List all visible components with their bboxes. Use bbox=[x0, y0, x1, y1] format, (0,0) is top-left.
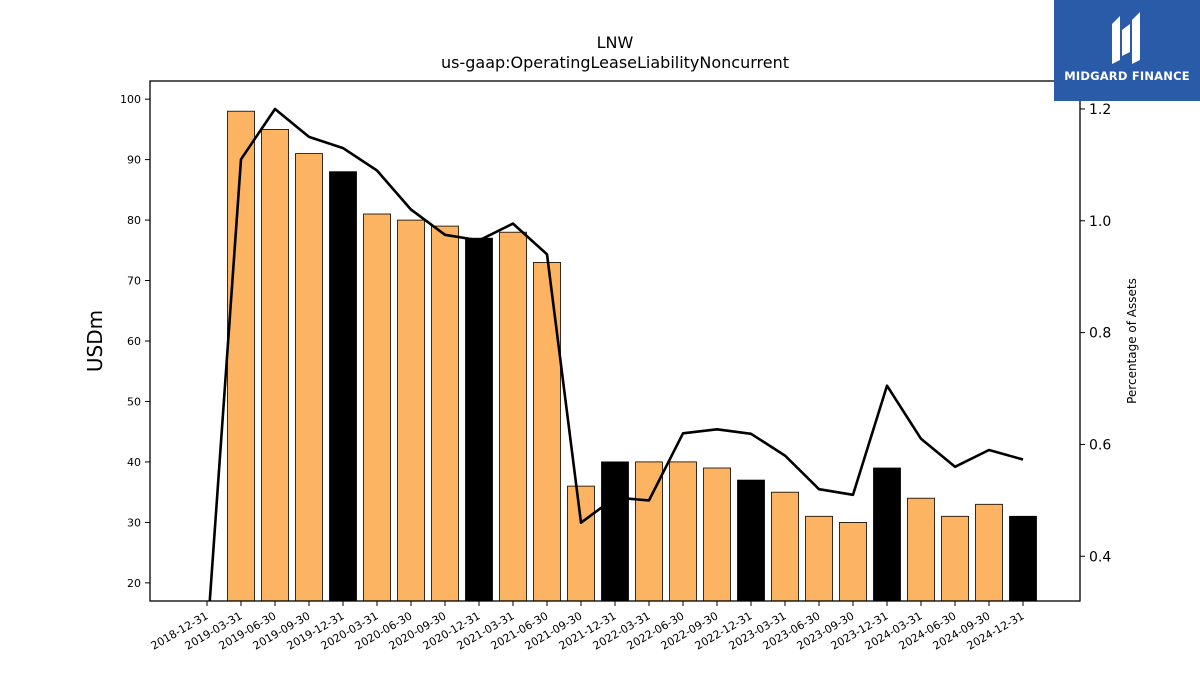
bar-2021-12-31 bbox=[601, 461, 629, 602]
y-axis-label: USDm bbox=[83, 310, 107, 372]
y-tick-label: 20 bbox=[127, 577, 141, 590]
y-tick-label: 50 bbox=[127, 395, 141, 408]
bar-2019-06-30 bbox=[261, 128, 289, 602]
line-layer bbox=[208, 107, 1024, 601]
y2-tick-label: 1.0 bbox=[1089, 214, 1111, 230]
bar-2019-12-31 bbox=[329, 171, 357, 602]
bar-2022-06-30 bbox=[669, 461, 697, 602]
bar-2024-03-31 bbox=[907, 497, 935, 602]
chart-title: LNW bbox=[597, 33, 634, 52]
y-tick-label: 80 bbox=[127, 214, 141, 227]
midgard-logo-icon bbox=[1112, 12, 1140, 64]
bar-2021-03-31 bbox=[499, 231, 527, 602]
y2-tick-label: 0.6 bbox=[1089, 437, 1111, 453]
bar-2020-09-30 bbox=[431, 225, 459, 602]
bar-2023-12-31 bbox=[873, 467, 901, 602]
bar-2019-09-30 bbox=[295, 153, 323, 602]
bar-2019-03-31 bbox=[227, 110, 255, 602]
brand-name: MIDGARD FINANCE bbox=[1064, 69, 1190, 83]
bar-2020-03-31 bbox=[363, 213, 391, 602]
bar-2024-09-30 bbox=[975, 503, 1003, 602]
bar-2022-09-30 bbox=[703, 467, 731, 602]
bar-2023-03-31 bbox=[771, 491, 799, 602]
bar-2023-09-30 bbox=[839, 522, 867, 602]
y-tick-label: 60 bbox=[127, 335, 141, 348]
y-tick-label: 70 bbox=[127, 275, 141, 288]
y2-tick-label: 0.8 bbox=[1089, 326, 1111, 342]
y-tick-label: 30 bbox=[127, 516, 141, 529]
midgard-finance-logo: MIDGARD FINANCE bbox=[1054, 0, 1200, 101]
bars-layer bbox=[227, 110, 1037, 602]
y-tick-label: 100 bbox=[120, 93, 141, 106]
series-line bbox=[208, 107, 1024, 601]
bar-2020-06-30 bbox=[397, 219, 425, 602]
bar-2022-12-31 bbox=[737, 479, 765, 602]
chart-subtitle: us-gaap:OperatingLeaseLiabilityNoncurren… bbox=[441, 53, 789, 72]
y2-tick-label: 1.2 bbox=[1089, 102, 1111, 118]
bar-2024-06-30 bbox=[941, 515, 969, 602]
y2-axis-label: Percentage of Assets bbox=[1125, 278, 1139, 404]
y2-tick-label: 0.4 bbox=[1089, 549, 1111, 565]
bar-2021-06-30 bbox=[533, 261, 561, 602]
bar-2021-09-30 bbox=[567, 485, 595, 602]
y-tick-label: 90 bbox=[127, 154, 141, 167]
y-tick-label: 40 bbox=[127, 456, 141, 469]
bar-2020-12-31 bbox=[465, 237, 493, 602]
bar-2024-12-31 bbox=[1009, 515, 1037, 602]
bar-2023-06-30 bbox=[805, 515, 833, 602]
